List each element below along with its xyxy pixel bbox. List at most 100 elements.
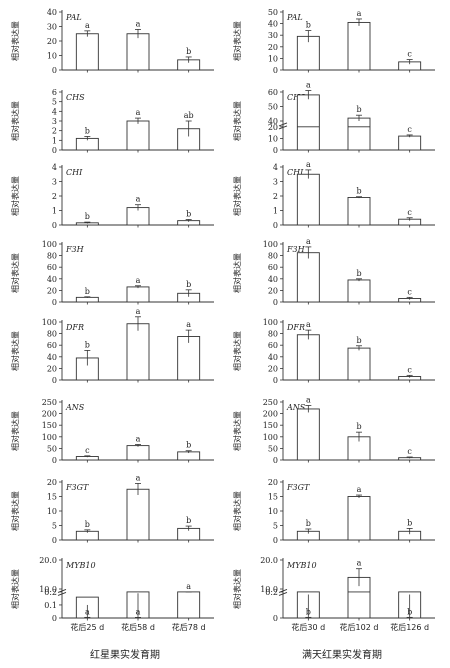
y-tick-label: 0: [273, 376, 278, 385]
y-axis-label: 相对表达量: [232, 253, 242, 293]
significance-letter: a: [186, 320, 191, 329]
y-tick-label: 40: [47, 275, 57, 284]
y-tick-label: 80: [47, 330, 57, 339]
y-tick-label: 100: [263, 433, 278, 442]
y-tick-label: 80: [47, 252, 57, 261]
x-tick-label: 花后30 d: [291, 622, 325, 632]
y-axis-label: 相对表达量: [10, 411, 20, 451]
y-tick-label: 15: [47, 493, 57, 502]
y-tick-label: 10.0: [39, 585, 57, 594]
significance-letter: b: [85, 126, 90, 135]
y-tick-label: 0: [273, 66, 278, 75]
x-tick-label: 花后58 d: [121, 622, 155, 632]
y-axis-label: 相对表达量: [232, 569, 242, 609]
y-tick-label: 2: [52, 192, 57, 201]
gene-name: F3H: [65, 245, 85, 254]
y-tick-label: 3: [52, 117, 57, 126]
y-tick-label: 0: [273, 614, 278, 623]
significance-letter: a: [136, 307, 141, 316]
y-tick-label: 20: [268, 364, 278, 373]
significance-letter: a: [136, 473, 141, 482]
y-tick-label: 200: [263, 410, 278, 419]
bar: [347, 117, 371, 151]
y-tick-label: 2: [52, 127, 57, 136]
bar: [347, 279, 371, 303]
significance-letter: a: [306, 395, 311, 404]
significance-letter: c: [407, 365, 412, 374]
significance-letter: b: [306, 519, 311, 528]
significance-letter: a: [85, 607, 90, 616]
y-tick-label: 0: [52, 146, 57, 155]
x-tick-label: 花后102 d: [340, 622, 379, 632]
bar: [177, 336, 201, 381]
y-tick-label: 1: [52, 207, 57, 216]
y-tick-label: 100: [42, 240, 57, 249]
bar: [296, 334, 320, 381]
x-axis-title-left: 红星果实发育期: [90, 648, 160, 661]
y-axis-label: 相对表达量: [10, 253, 20, 293]
gene-name: DFR: [65, 323, 84, 332]
gene-name: F3H: [286, 245, 306, 254]
gene-name: PAL: [65, 13, 82, 22]
panel-DFR-left: 相对表达量 DFR 0 20 40 60 80 100 b a a: [10, 307, 214, 385]
y-tick-label: 4: [273, 163, 278, 172]
y-tick-label: 60: [47, 263, 57, 272]
panel-F3H-left: 相对表达量 F3H 0 20 40 60 80 100 b a b: [10, 240, 214, 307]
significance-letter: b: [186, 209, 191, 218]
y-tick-label: 10: [47, 507, 57, 516]
panel-ANS-left: 相对表达量 ANS 0 50 100 150 200 250 c a b: [10, 398, 214, 465]
significance-letter: b: [186, 47, 191, 56]
y-tick-label: 20.0: [260, 556, 278, 565]
significance-letter: c: [407, 287, 412, 296]
significance-letter: a: [357, 9, 362, 18]
y-tick-label: 20: [268, 123, 278, 132]
y-axis-label: 相对表达量: [232, 491, 242, 531]
significance-letter: a: [357, 559, 362, 568]
y-tick-label: 0: [273, 536, 278, 545]
y-tick-label: 1: [52, 136, 57, 145]
y-tick-label: 6: [52, 88, 57, 97]
y-tick-label: 60: [268, 341, 278, 350]
y-axis-label: 相对表达量: [232, 176, 242, 216]
significance-letter: b: [356, 269, 361, 278]
bar: [347, 496, 371, 541]
bar: [126, 445, 150, 461]
y-tick-label: 0: [273, 221, 278, 230]
axis-break-mark: [57, 589, 67, 593]
panel-PAL-right: 相对表达量 PAL 0 10 20 30 40 50 b a c: [232, 8, 435, 75]
significance-letter: a: [136, 607, 141, 616]
y-tick-label: 10: [268, 54, 278, 63]
significance-letter: c: [407, 447, 412, 456]
significance-letter: b: [186, 280, 191, 289]
y-tick-label: 3: [273, 178, 278, 187]
y-tick-label: 5: [52, 522, 57, 531]
gene-name: F3GT: [65, 483, 89, 492]
significance-letter: a: [186, 582, 191, 591]
significance-letter: c: [407, 50, 412, 59]
significance-letter: b: [306, 21, 311, 30]
axis-break-mark: [278, 589, 288, 593]
bar: [296, 408, 320, 461]
y-axis-label: 相对表达量: [232, 101, 242, 141]
y-tick-label: 10.0: [260, 585, 278, 594]
y-tick-label: 20: [47, 286, 57, 295]
panel-CHI-right: 相对表达量 CHI 0 1 2 3 4 a b c: [232, 160, 435, 230]
y-axis-label: 相对表达量: [232, 411, 242, 451]
y-tick-label: 50: [47, 444, 57, 453]
significance-letter: a: [306, 320, 311, 329]
significance-letter: a: [306, 160, 311, 169]
panel-CHI-left: 相对表达量 CHI 0 1 2 3 4 b a b: [10, 163, 214, 230]
y-tick-label: 10: [268, 134, 278, 143]
panel-ANS-right: 相对表达量 ANS 0 50 100 150 200 250 a b c: [232, 395, 435, 465]
y-tick-label: 20: [268, 478, 278, 487]
significance-letter: b: [356, 336, 361, 345]
bar: [347, 347, 371, 381]
y-tick-label: 0: [52, 66, 57, 75]
significance-letter: c: [407, 208, 412, 217]
y-tick-label: 100: [42, 318, 57, 327]
axis-break-mark: [278, 125, 288, 130]
y-tick-label: 20: [268, 43, 278, 52]
y-axis-label: 相对表达量: [10, 176, 20, 216]
bar: [296, 252, 320, 303]
